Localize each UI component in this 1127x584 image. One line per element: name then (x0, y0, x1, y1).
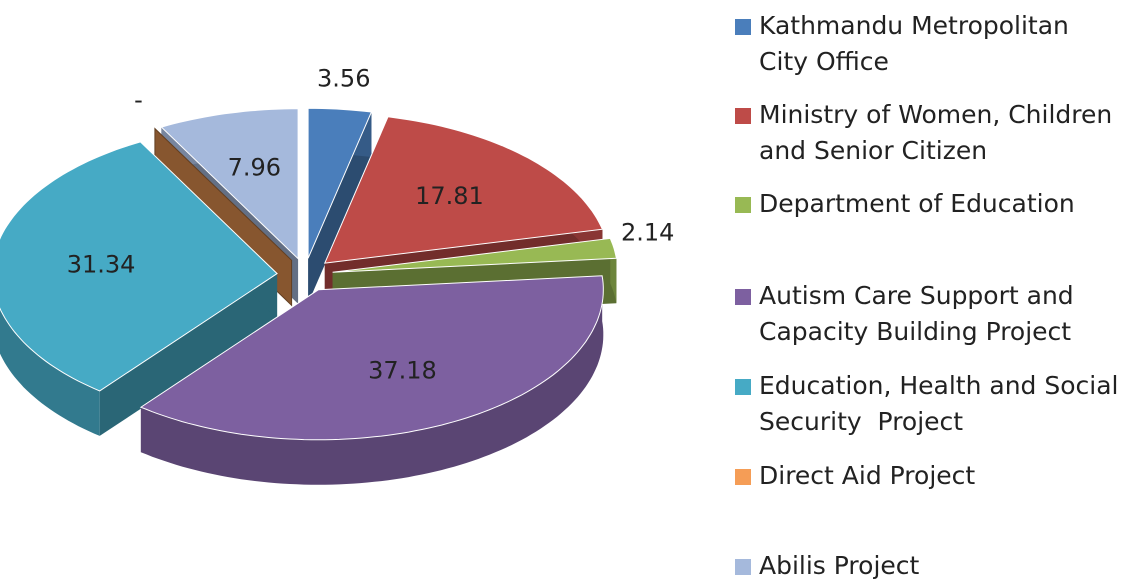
data-label: 3.56 (317, 64, 370, 92)
legend-label: Abilis Project (759, 551, 920, 580)
legend-label: Ministry of Women, Children and Senior C… (759, 100, 1121, 165)
legend-swatch (735, 559, 751, 575)
data-label: 37.18 (368, 357, 437, 385)
legend-label: Direct Aid Project (759, 461, 976, 490)
legend-label: Department of Education (759, 189, 1075, 218)
legend-label: Education, Health and Social Security Pr… (759, 371, 1127, 436)
slice (160, 108, 299, 260)
legend-swatch (735, 379, 751, 395)
legend-swatch (735, 19, 751, 35)
legend-swatch (735, 469, 751, 485)
slice-face (99, 273, 278, 436)
slice (332, 237, 618, 273)
data-label: 17.81 (415, 182, 484, 210)
legend-label: Kathmandu Metropolitan City Office (759, 11, 1077, 76)
data-label: - (134, 86, 143, 114)
legend: Kathmandu Metropolitan City Office Minist… (735, 0, 1127, 580)
slice-face (308, 112, 372, 304)
data-label: 2.14 (621, 218, 674, 246)
legend-swatch (735, 289, 751, 305)
data-label: 7.96 (228, 154, 281, 182)
legend-swatch (735, 108, 751, 124)
slice (139, 275, 604, 441)
slice-side (140, 275, 604, 485)
data-label: 31.34 (67, 251, 136, 279)
slice (307, 107, 373, 259)
slice (323, 116, 604, 264)
legend-swatch (735, 197, 751, 213)
chart: 3.56 17.81 2.14 37.18 31.34 - 7.96 (0, 64, 674, 485)
slice (0, 141, 278, 392)
legend-label: Autism Care Support and Capacity Buildin… (759, 281, 1082, 346)
